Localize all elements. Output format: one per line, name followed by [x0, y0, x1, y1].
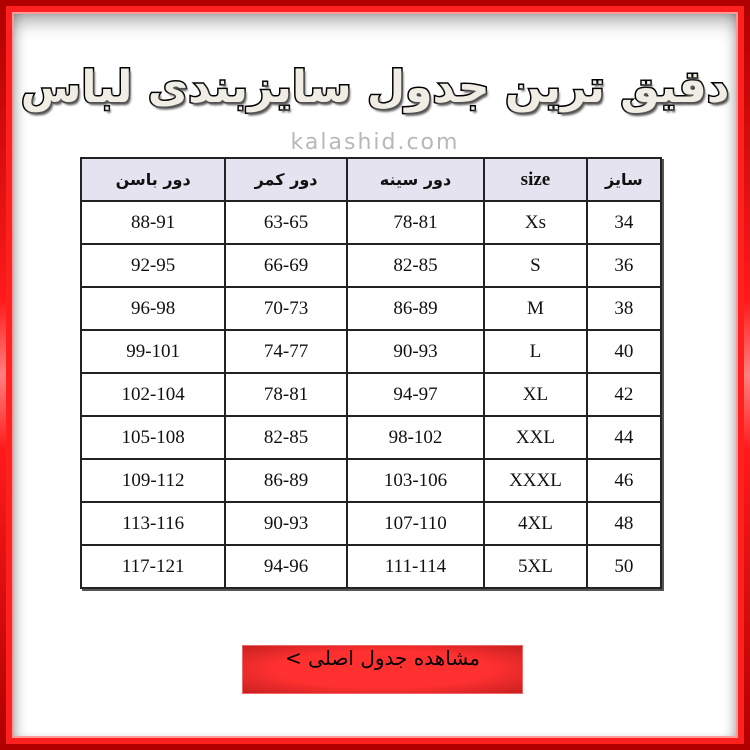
table-row: 46 XXXL 103-106 86-89 109-112 — [79, 458, 663, 503]
view-original-table-button[interactable]: مشاهده جدول اصلی > — [242, 645, 523, 694]
cell-size-fa: 42 — [585, 372, 663, 417]
header-hip: دور باسن — [79, 157, 227, 202]
cell-chest: 86-89 — [345, 286, 486, 331]
cell-size-en: 5XL — [483, 544, 588, 589]
cell-size-fa: 44 — [585, 415, 663, 460]
cell-waist: 78-81 — [224, 372, 348, 417]
table-row: 48 4XL 107-110 90-93 113-116 — [79, 501, 663, 546]
cell-size-en: 4XL — [483, 501, 588, 546]
cell-size-en: XXXL — [483, 458, 588, 503]
header-size-fa: سایز — [585, 157, 663, 202]
table-row: 34 Xs 78-81 63-65 88-91 — [79, 200, 663, 245]
cell-hip: 92-95 — [79, 243, 227, 288]
cell-waist: 66-69 — [224, 243, 348, 288]
watermark: kalashid.com — [290, 130, 460, 155]
cell-waist: 74-77 — [224, 329, 348, 374]
cell-size-en: XL — [483, 372, 588, 417]
cell-hip: 88-91 — [79, 200, 227, 245]
header-waist: دور کمر — [224, 157, 348, 202]
cell-hip: 109-112 — [79, 458, 227, 503]
cell-waist: 63-65 — [224, 200, 348, 245]
cell-chest: 107-110 — [345, 501, 486, 546]
cell-chest: 94-97 — [345, 372, 486, 417]
cell-size-fa: 40 — [585, 329, 663, 374]
cell-chest: 82-85 — [345, 243, 486, 288]
cell-chest: 103-106 — [345, 458, 486, 503]
cell-size-en: M — [483, 286, 588, 331]
cell-hip: 113-116 — [79, 501, 227, 546]
table-row: 50 5XL 111-114 94-96 117-121 — [79, 544, 663, 589]
cell-size-fa: 48 — [585, 501, 663, 546]
cell-waist: 82-85 — [224, 415, 348, 460]
cell-waist: 90-93 — [224, 501, 348, 546]
cell-size-fa: 36 — [585, 243, 663, 288]
table-row: 44 XXL 98-102 82-85 105-108 — [79, 415, 663, 460]
cell-hip: 102-104 — [79, 372, 227, 417]
cell-size-fa: 50 — [585, 544, 663, 589]
cell-waist: 70-73 — [224, 286, 348, 331]
cell-hip: 105-108 — [79, 415, 227, 460]
table-row: 38 M 86-89 70-73 96-98 — [79, 286, 663, 331]
cell-size-en: Xs — [483, 200, 588, 245]
cell-chest: 78-81 — [345, 200, 486, 245]
cell-chest: 111-114 — [345, 544, 486, 589]
size-table: سایز size دور سینه دور کمر دور باسن 34 Xs… — [79, 157, 663, 589]
cell-size-fa: 34 — [585, 200, 663, 245]
cell-chest: 98-102 — [345, 415, 486, 460]
header-size-en: size — [483, 157, 588, 202]
cell-chest: 90-93 — [345, 329, 486, 374]
cell-size-en: S — [483, 243, 588, 288]
cell-size-en: XXL — [483, 415, 588, 460]
page-title: دقیق ترین جدول سایزبندی لباس — [19, 61, 731, 115]
table-row: 36 S 82-85 66-69 92-95 — [79, 243, 663, 288]
cell-hip: 99-101 — [79, 329, 227, 374]
cell-hip: 117-121 — [79, 544, 227, 589]
cell-waist: 94-96 — [224, 544, 348, 589]
cell-size-fa: 38 — [585, 286, 663, 331]
cell-waist: 86-89 — [224, 458, 348, 503]
table-row: 42 XL 94-97 78-81 102-104 — [79, 372, 663, 417]
table-row: 40 L 90-93 74-77 99-101 — [79, 329, 663, 374]
header-chest: دور سینه — [345, 157, 486, 202]
table-header-row: سایز size دور سینه دور کمر دور باسن — [79, 157, 663, 202]
cell-size-en: L — [483, 329, 588, 374]
cell-size-fa: 46 — [585, 458, 663, 503]
cell-hip: 96-98 — [79, 286, 227, 331]
